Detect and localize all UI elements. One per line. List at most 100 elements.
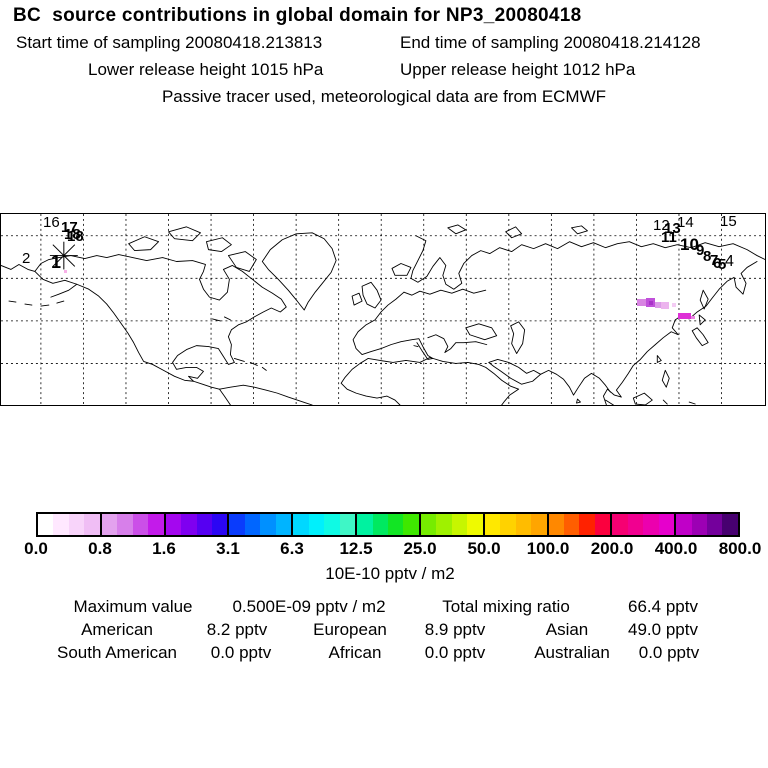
page-title: BC source contributions in global domain… [13,5,582,26]
colorbar-segment [291,514,356,535]
colorbar-cell [339,514,356,535]
colorbar-tick-label: 12.5 [339,539,373,558]
colorbar-cell [148,514,164,535]
colorbar [36,512,740,537]
colorbar-cell [563,514,580,535]
trajectory-marker-5: 5 [718,256,727,273]
region-asian-value: 49.0 pptv [628,620,698,639]
colorbar-cell [467,514,483,535]
region-european-label: European [313,620,387,639]
source-contribution-cell [672,303,676,307]
coastline [489,241,765,260]
colorbar-cell [676,514,692,535]
coastline [604,392,696,405]
region-asian-label: Asian [545,620,589,639]
source-contribution-cell [64,270,67,273]
colorbar-cell [722,514,738,535]
max-value-label: Maximum value [73,597,193,616]
trajectory-marker-16: 16 [43,214,60,231]
colorbar-tick-label: 25.0 [403,539,437,558]
region-american-label: American [81,620,153,639]
colorbar-cell [612,514,628,535]
coastline [8,283,78,307]
coastline [352,291,488,360]
end-time-text: End time of sampling 20080418.214128 [400,33,701,52]
coastline [540,369,611,404]
coastline [340,357,520,405]
colorbar-cell [594,514,611,535]
coastline [128,226,257,322]
region-american-value: 8.2 pptv [206,620,268,639]
start-time-text: Start time of sampling 20080418.213813 [16,33,323,52]
coastlines [1,224,765,405]
colorbar-cell [531,514,547,535]
colorbar-segment [418,514,483,535]
trajectory-marker-10: 10 [680,235,699,254]
coastline [391,263,412,276]
region-south-american-label: South American [56,643,178,662]
tracer-note-text: Passive tracer used, meteorological data… [161,87,607,106]
colorbar-cell [308,514,325,535]
colorbar-cell [244,514,261,535]
colorbar-tick-label: 50.0 [467,539,501,558]
colorbar-tick-label: 200.0 [590,539,634,558]
trajectory-marker-12: 12 [653,217,670,234]
colorbar-cell [53,514,69,535]
coastline [1,254,313,405]
source-contribution-cell [637,299,646,306]
colorbar-cell [451,514,468,535]
colorbar-tick-label: 6.3 [280,539,304,558]
colorbar-cell [658,514,675,535]
colorbar-tick-label: 400.0 [654,539,698,558]
colorbar-cell [68,514,85,535]
upper-release-text: Upper release height 1012 hPa [400,60,636,79]
max-value: 0.500E-09 pptv / m2 [232,597,386,616]
colorbar-unit-label: 10E-10 pptv / m2 [325,564,455,583]
coastline [403,288,487,296]
receptor-star-icon [49,241,78,270]
colorbar-cell [403,514,419,535]
total-mixing-ratio-value: 66.4 pptv [628,597,698,616]
trajectory-marker-11: 11 [661,229,677,246]
colorbar-segment [163,514,228,535]
colorbar-cell [132,514,149,535]
colorbar-cell [579,514,595,535]
colorbar-cell [84,514,100,535]
colorbar-cell [196,514,212,535]
trajectory-marker-4: 4 [725,253,734,270]
colorbar-tick-label: 3.1 [216,539,240,558]
trajectory-marker-7: 7 [710,252,719,269]
colorbar-tick-label: 0.0 [24,539,48,558]
colorbar-cell [181,514,197,535]
region-european-value: 8.9 pptv [424,620,486,639]
source-contribution-cell [661,302,669,309]
coastline [656,289,709,388]
trajectory-marker-17: 17 [61,219,78,236]
trajectory-marker-6: 6 [713,255,722,272]
colorbar-segment [227,514,292,535]
colorbar-segment [546,514,611,535]
coastline [465,321,526,354]
colorbar-cell [357,514,373,535]
colorbar-cell [165,514,182,535]
colorbar-cell [324,514,340,535]
colorbar-segment [99,514,164,535]
colorbar-segment [610,514,675,535]
colorbar-cell [229,514,245,535]
colorbar-cell [691,514,708,535]
colorbar-tick-label: 0.8 [88,539,112,558]
coastline [261,232,337,311]
colorbar-tick-label: 800.0 [718,539,762,558]
trajectory-marker-1: 1 [51,252,62,272]
map-canvas [1,214,765,405]
colorbar-cell [627,514,644,535]
colorbar-cell [436,514,452,535]
region-australian-label: Australian [534,643,610,662]
coastline [218,388,231,405]
colorbar-cell [500,514,516,535]
colorbar-cell [101,514,118,535]
coastline [447,224,588,239]
colorbar-cell [275,514,292,535]
trajectory-marker-8: 8 [703,248,712,265]
colorbar-cell [484,514,501,535]
